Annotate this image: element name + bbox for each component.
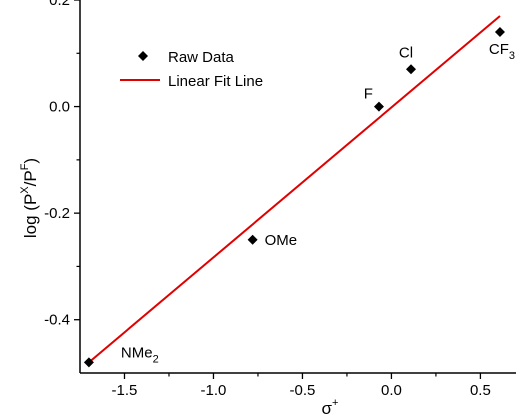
data-point-label: OMe — [265, 232, 298, 249]
y-tick-label: -0.4 — [44, 312, 70, 329]
legend-raw-data-marker — [138, 51, 148, 61]
y-tick-label: 0.2 — [49, 0, 70, 9]
legend-fit-line-label: Linear Fit Line — [168, 73, 263, 90]
fit-line — [88, 15, 501, 364]
data-point — [406, 64, 417, 75]
data-point-label: F — [364, 86, 373, 103]
data-point — [494, 26, 505, 37]
x-tick-label: -1.0 — [201, 382, 227, 399]
data-point — [83, 357, 94, 368]
data-point-label: CF3 — [489, 41, 515, 62]
legend-raw-data-label: Raw Data — [168, 49, 235, 66]
data-point — [247, 234, 258, 245]
x-axis-ticks: -1.5 -1.0 -0.5 0.0 0.5 — [112, 373, 491, 399]
y-tick-label: -0.2 — [44, 205, 70, 222]
fit-line-layer — [88, 15, 501, 364]
x-tick-label: 0.0 — [381, 382, 402, 399]
x-tick-label: 0.5 — [470, 382, 491, 399]
data-point-label: NMe2 — [121, 344, 159, 365]
x-tick-label: -1.5 — [112, 382, 138, 399]
y-axis-title: log (PX/PF) — [19, 158, 40, 238]
y-tick-label: 0.0 — [49, 99, 70, 116]
legend: Raw Data Linear Fit Line — [120, 49, 263, 90]
x-tick-label: -0.5 — [290, 382, 316, 399]
data-point-label: Cl — [399, 44, 413, 61]
x-axis-title: σ+ — [322, 397, 339, 418]
y-axis-ticks: -0.4 -0.2 0.0 0.2 — [44, 0, 80, 329]
data-point — [373, 101, 384, 112]
plot-frame — [79, 0, 516, 374]
data-point-layer: NMe2 OMe F Cl CF3 — [83, 26, 515, 368]
